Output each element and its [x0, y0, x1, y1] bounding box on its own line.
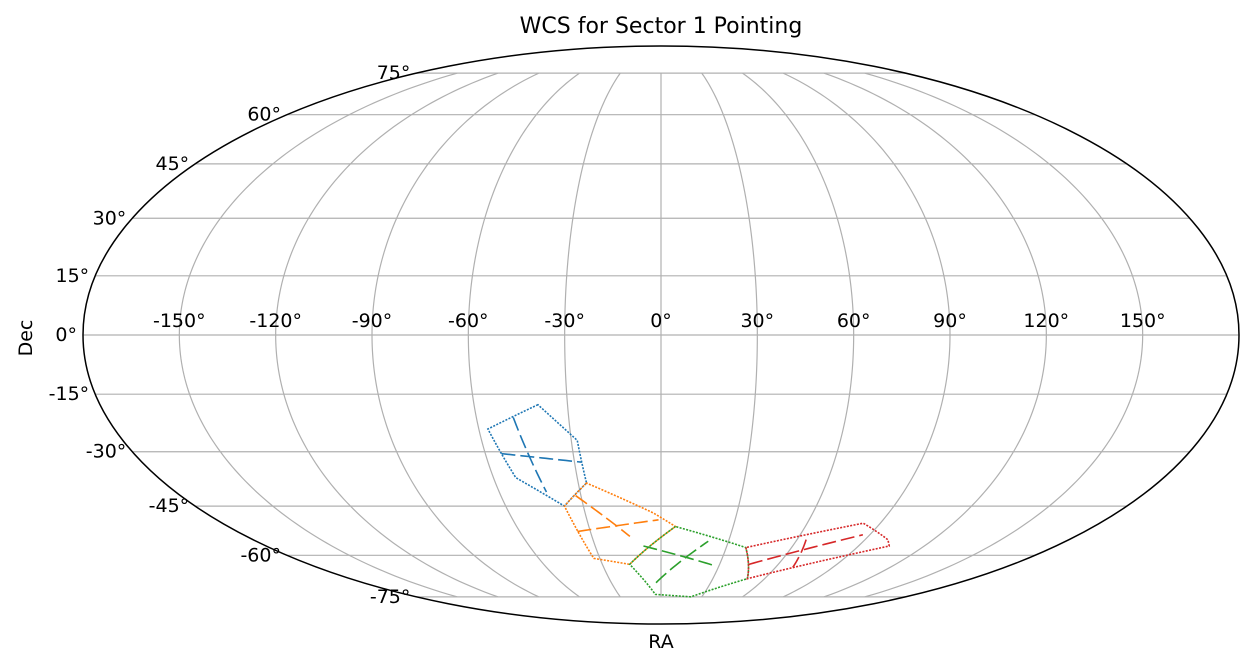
ccd-seam	[655, 540, 709, 584]
ccd-seam	[575, 494, 631, 538]
dec-tick-label: -45°	[149, 495, 190, 517]
footprint-outline	[744, 522, 891, 580]
ccd-seam	[748, 533, 864, 566]
ccd-seam	[643, 545, 716, 567]
footprint-outline	[628, 525, 750, 598]
ra-tick-label: 60°	[837, 310, 871, 332]
footprint-3	[628, 525, 750, 598]
footprint-outline	[563, 482, 677, 566]
ra-tick-label: 90°	[933, 310, 967, 332]
ra-tick-label: 150°	[1120, 310, 1166, 332]
ra-tick-label: -60°	[448, 310, 489, 332]
dec-tick-label: -30°	[86, 441, 127, 463]
graticule	[83, 72, 1239, 598]
dec-tick-label: 60°	[247, 104, 281, 126]
dec-tick-label: 75°	[377, 62, 411, 84]
footprints	[486, 403, 891, 598]
ra-tick-label: 120°	[1023, 310, 1069, 332]
footprint-outline	[486, 403, 588, 508]
ccd-seam	[792, 539, 807, 568]
chart-title: WCS for Sector 1 Pointing	[520, 14, 803, 39]
footprint-1	[486, 403, 588, 508]
dec-tick-labels: 75° 60° 45° 30° 15° 0° -15° -30° -45° -60° -75°	[49, 62, 411, 608]
x-axis-label: RA	[648, 631, 673, 653]
dec-tick-label: 15°	[56, 265, 90, 287]
footprint-2	[563, 482, 677, 566]
footprint-4	[744, 522, 891, 580]
dec-tick-label: -60°	[240, 544, 281, 566]
ra-tick-labels: -150° -120° -90° -60° -30° 0° 30° 60° 90° 120° 150…	[153, 310, 1166, 332]
ra-tick-label: -90°	[352, 310, 393, 332]
ccd-seam	[501, 452, 582, 463]
dec-tick-label: 45°	[156, 153, 190, 175]
ra-tick-label: -120°	[249, 310, 302, 332]
projection-boundary	[82, 45, 1240, 625]
ra-tick-label: -30°	[544, 310, 585, 332]
y-axis-label: Dec	[15, 320, 37, 357]
dec-tick-label: -15°	[49, 383, 90, 405]
ra-tick-label: 30°	[740, 310, 774, 332]
ccd-seam	[512, 417, 548, 493]
dec-tick-label: 0°	[55, 324, 77, 346]
dec-tick-label: -75°	[370, 586, 411, 608]
ra-tick-label: 0°	[650, 310, 672, 332]
ra-tick-label: -150°	[153, 310, 206, 332]
ccd-seam	[577, 519, 659, 533]
dec-tick-label: 30°	[93, 207, 127, 229]
